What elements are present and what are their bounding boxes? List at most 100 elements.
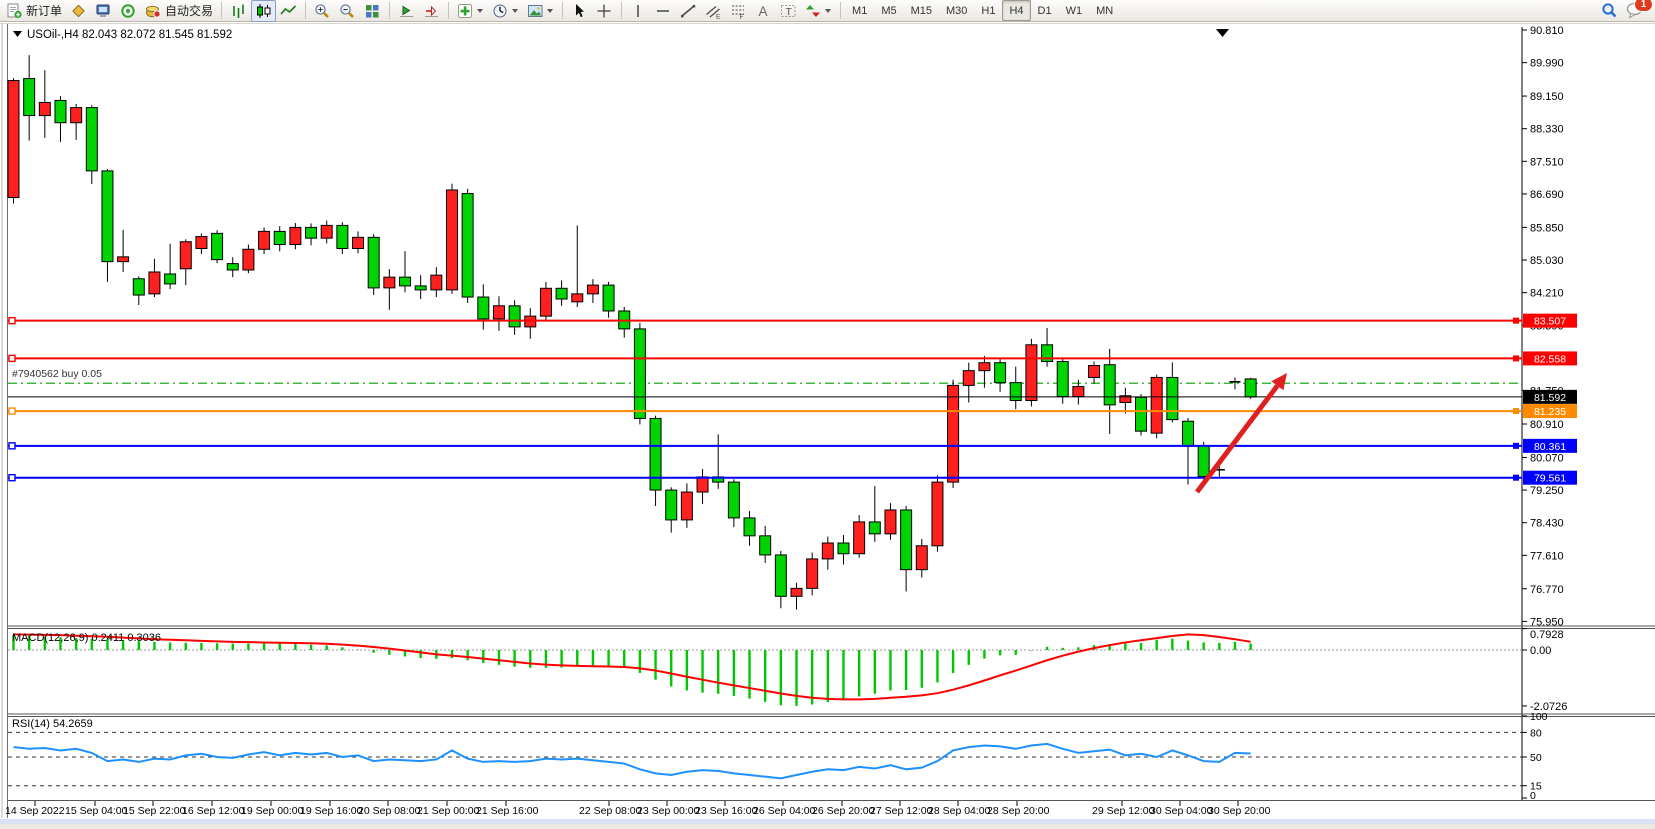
time-tick-label: 23 Sep 16:00 — [695, 805, 758, 817]
line-chart-button[interactable] — [276, 0, 301, 22]
templates-button[interactable] — [523, 0, 558, 22]
bear-candle — [273, 230, 286, 246]
zoom-in-button[interactable] — [310, 0, 335, 22]
bear-candle — [226, 263, 239, 271]
zoom-out-button[interactable] — [335, 0, 360, 22]
chevron-down-icon[interactable] — [477, 8, 484, 13]
chevron-down-icon[interactable] — [512, 8, 519, 13]
level-handle[interactable] — [8, 473, 16, 482]
bear-candle — [994, 362, 1007, 384]
bear-candle — [461, 193, 474, 298]
indicators-button[interactable] — [453, 0, 488, 22]
periods-button[interactable] — [488, 0, 523, 22]
chart-canvas[interactable]: 90.810 89.990 89.150 88.330 87.510 86.690 85.8… — [0, 22, 1655, 824]
bull-candle — [117, 256, 130, 263]
text-label-button[interactable]: T — [776, 0, 801, 22]
bull-candle — [258, 230, 271, 250]
terminal-button[interactable] — [116, 0, 141, 22]
price-label-box — [1523, 313, 1577, 328]
time-tick-label: 20 Sep 08:00 — [358, 805, 421, 817]
autotrade-icon — [145, 2, 162, 19]
chart-shift-button[interactable] — [419, 0, 444, 22]
price-tick-label: 80.910 — [1530, 419, 1564, 431]
time-tick-label: 15 Sep 22:00 — [123, 805, 186, 817]
bull-candle — [1150, 376, 1163, 434]
chart-title: USOil-,H4 82.043 82.072 81.545 81.592 — [27, 29, 232, 41]
macd-tick-label: -2.0726 — [1530, 701, 1567, 713]
channel-button[interactable]: E — [701, 0, 726, 22]
bid-price-label: 81.592 — [1534, 392, 1566, 404]
bull-candle — [696, 476, 709, 493]
time-tick-label: 30 Sep 04:00 — [1150, 805, 1213, 817]
bear-candle — [602, 284, 615, 312]
timeframe-m5-button[interactable]: M5 — [881, 4, 897, 17]
autotrade-button[interactable]: 自动交易 — [141, 0, 217, 22]
bear-candle — [164, 273, 177, 285]
chevron-down-icon[interactable] — [825, 8, 832, 13]
text-label-icon: T — [780, 2, 797, 19]
auto-scroll-button[interactable] — [394, 0, 419, 22]
level-handle[interactable] — [8, 316, 16, 325]
level-handle[interactable] — [1513, 474, 1519, 481]
bear-candle — [1103, 364, 1116, 406]
chevron-down-icon[interactable] — [547, 8, 554, 13]
trendline-button[interactable] — [676, 0, 701, 22]
bull-candle — [148, 271, 161, 295]
toolbar-separator — [221, 2, 223, 19]
level-handle[interactable] — [1513, 317, 1519, 324]
bull-candle — [445, 189, 458, 291]
cursor-button[interactable] — [567, 0, 592, 22]
text-button[interactable]: A — [751, 0, 776, 22]
chart-menu-triangle[interactable] — [13, 31, 22, 37]
bear-candle — [649, 417, 662, 491]
zoom-in-icon — [314, 2, 331, 19]
level-handle[interactable] — [1513, 442, 1519, 449]
bear-candle — [1182, 420, 1194, 447]
timeframe-h4-button[interactable]: H4 — [1002, 0, 1031, 21]
level-handle[interactable] — [8, 407, 16, 415]
crosshair-button[interactable] — [592, 0, 617, 22]
time-tick-label: 26 Sep 20:00 — [812, 805, 875, 817]
timeframe-m1-button[interactable]: M1 — [852, 4, 868, 17]
navigator-button[interactable] — [91, 0, 116, 22]
market-watch-button[interactable] — [66, 0, 91, 22]
macd-tick-label: 0.00 — [1530, 645, 1551, 657]
new-order-button[interactable]: 新订单 — [2, 0, 66, 22]
timeframe-w1-button[interactable]: W1 — [1065, 4, 1083, 17]
target-icon — [120, 2, 137, 19]
trend-arrow-shaft[interactable] — [1195, 384, 1280, 494]
bull-candle — [1088, 364, 1101, 378]
bear-candle — [1244, 378, 1257, 398]
bar-chart-button[interactable] — [226, 0, 251, 22]
macd-tick-label: 0.7928 — [1530, 629, 1564, 641]
timeframe-h1-button[interactable]: H1 — [981, 4, 996, 17]
price-tick-label: 90.810 — [1530, 25, 1564, 37]
tile-windows-button[interactable] — [360, 0, 385, 22]
search-button[interactable] — [1597, 0, 1622, 22]
chart-shift-marker[interactable] — [1216, 29, 1229, 37]
time-tick-label: 22 Sep 08:00 — [579, 805, 642, 817]
horizontal-line-button[interactable] — [651, 0, 676, 22]
level-handle[interactable] — [8, 442, 16, 450]
candle-chart-button[interactable] — [251, 0, 277, 22]
level-handle[interactable] — [1513, 408, 1519, 415]
time-tick-label: 28 Sep 04:00 — [928, 805, 991, 817]
fibonacci-button[interactable]: F — [726, 0, 751, 22]
price-tick-label: 75.950 — [1530, 616, 1564, 628]
timeframe-m30-button[interactable]: M30 — [946, 4, 968, 17]
level-handle[interactable] — [1513, 355, 1519, 362]
vertical-line-button[interactable] — [626, 0, 651, 22]
trend-arrow-head[interactable] — [1271, 373, 1287, 391]
arrows-button[interactable] — [801, 0, 836, 22]
svg-text:E: E — [716, 13, 721, 19]
bull-candle — [179, 241, 192, 270]
timeframe-mn-button[interactable]: MN — [1096, 4, 1114, 17]
bear-candle — [367, 236, 380, 289]
level-handle[interactable] — [8, 354, 16, 363]
periods-clock-icon — [492, 2, 509, 19]
autotrade-button-label: 自动交易 — [165, 4, 214, 18]
toolbar-separator — [305, 2, 307, 19]
timeframe-m15-button[interactable]: M15 — [910, 4, 932, 17]
time-tick-label: 16 Sep 12:00 — [182, 805, 245, 817]
timeframe-d1-button[interactable]: D1 — [1037, 4, 1052, 17]
